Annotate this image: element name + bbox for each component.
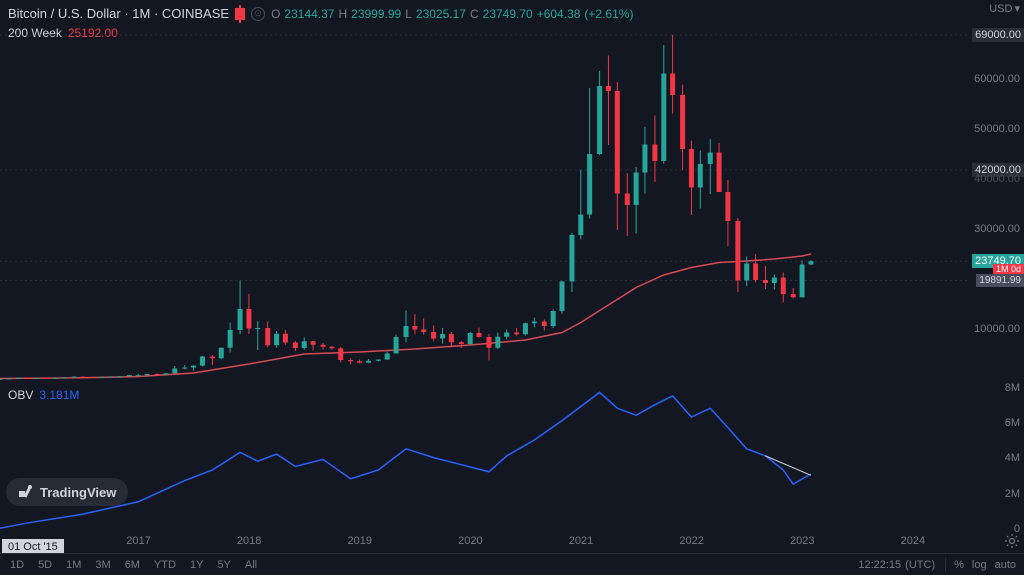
time-axis[interactable]: 2017 2018 2019 2020 2021 2022 2023 2024	[0, 535, 968, 555]
y-tick: 30000.00	[974, 223, 1020, 235]
tradingview-logo[interactable]: TradingView	[6, 478, 128, 506]
x-tick: 2021	[569, 535, 593, 547]
interval[interactable]: 1M	[132, 6, 150, 21]
obv-chart[interactable]	[0, 380, 968, 530]
y-tick: 50000.00	[974, 123, 1020, 135]
obv-axis[interactable]: 8M6M4M2M0	[968, 380, 1024, 530]
x-tick: 2023	[790, 535, 814, 547]
x-tick: 2022	[679, 535, 703, 547]
symbol-name[interactable]: Bitcoin / U.S. Dollar	[8, 6, 121, 21]
obv-tick: 6M	[1005, 417, 1020, 429]
candle-icon	[235, 8, 245, 20]
x-tick: 2018	[237, 535, 261, 547]
timeframe-5d[interactable]: 5D	[32, 557, 58, 573]
timeframe-ytd[interactable]: YTD	[148, 557, 182, 573]
exchange: COINBASE	[162, 6, 229, 21]
x-tick: 2019	[348, 535, 372, 547]
timeframe-1m[interactable]: 1M	[60, 557, 87, 573]
visibility-icon[interactable]: ⊙	[251, 7, 265, 21]
y-tick: 19891.99	[976, 274, 1024, 287]
timeframe-all[interactable]: All	[239, 557, 263, 573]
settings-icon[interactable]	[1004, 533, 1020, 549]
x-tick: 2017	[126, 535, 150, 547]
y-tick: 1M 0d	[993, 264, 1024, 274]
obv-tick: 4M	[1005, 452, 1020, 464]
ohlc-display: O23144.37 H23999.99 L23025.17 C23749.70 …	[271, 7, 633, 21]
timeframe-1d[interactable]: 1D	[4, 557, 30, 573]
log-scale-button[interactable]: log	[972, 559, 987, 571]
x-tick: 2024	[901, 535, 925, 547]
auto-scale-button[interactable]: auto	[995, 559, 1016, 571]
y-tick: 40000.00	[974, 173, 1020, 185]
obv-tick: 8M	[1005, 382, 1020, 394]
y-tick: 60000.00	[974, 73, 1020, 85]
timeframe-6m[interactable]: 6M	[119, 557, 146, 573]
percent-scale-button[interactable]: %	[954, 559, 964, 571]
timeframe-1y[interactable]: 1Y	[184, 557, 209, 573]
price-chart[interactable]	[0, 20, 968, 380]
y-tick: 69000.00	[972, 28, 1024, 42]
tv-icon	[18, 484, 34, 500]
price-axis[interactable]: 69000.0060000.0050000.0042000.0040000.00…	[968, 0, 1024, 380]
timeframe-3m[interactable]: 3M	[89, 557, 116, 573]
clock[interactable]: 12:22:15(UTC)	[848, 559, 945, 571]
obv-tick: 2M	[1005, 488, 1020, 500]
timeframe-5y[interactable]: 5Y	[211, 557, 236, 573]
timeframe-buttons: 1D5D1M3M6MYTD1Y5YAll	[0, 557, 263, 573]
y-tick: 10000.00	[974, 323, 1020, 335]
x-tick: 2020	[458, 535, 482, 547]
